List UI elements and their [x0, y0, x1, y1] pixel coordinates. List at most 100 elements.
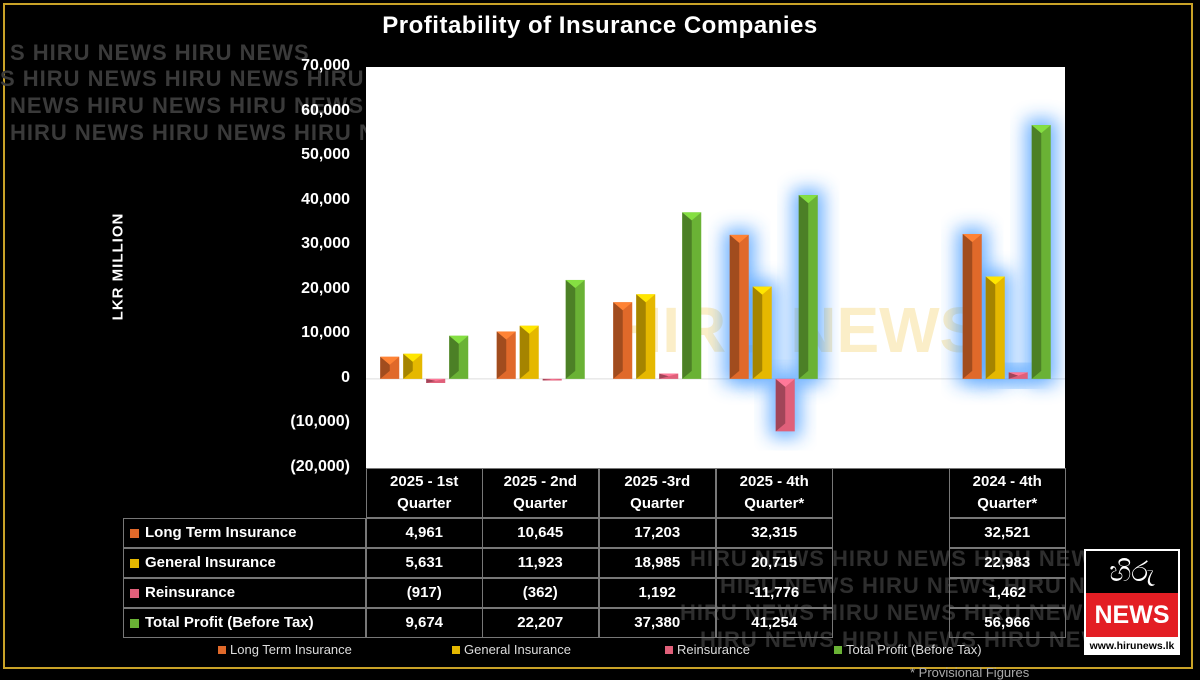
legend-label: General Insurance: [464, 642, 571, 657]
category-label-line: Quarter: [513, 495, 568, 512]
logo-sinhala-text: හිරු: [1086, 551, 1178, 593]
table-cell: 9,674: [366, 608, 483, 638]
table-cell: 5,631: [366, 548, 483, 578]
bar: [729, 234, 749, 379]
table-cell: 20,715: [716, 548, 833, 578]
legend-label: Total Profit (Before Tax): [846, 642, 982, 657]
bar: [1031, 125, 1051, 379]
series-name: Reinsurance: [145, 584, 236, 601]
bar: [775, 378, 795, 432]
y-tick-label: 70,000: [301, 57, 350, 74]
table-cell: (362): [482, 578, 599, 608]
bar: [798, 195, 818, 379]
bar: [636, 294, 656, 379]
category-header: [833, 468, 950, 518]
table-cell: 18,985: [599, 548, 716, 578]
category-label-line: Quarter*: [977, 495, 1038, 512]
bar: [985, 276, 1005, 379]
series-swatch: [130, 588, 139, 598]
legend-item: Long Term Insurance: [218, 642, 352, 657]
series-name: General Insurance: [145, 554, 276, 571]
legend-label: Long Term Insurance: [230, 642, 352, 657]
legend-swatch: [218, 645, 226, 654]
bar: [496, 331, 516, 379]
watermark-text: NEWS HIRU NEWS HIRU NEWS: [10, 93, 364, 118]
y-tick-label: 30,000: [301, 235, 350, 253]
series-name: Total Profit (Before Tax): [145, 614, 314, 631]
category-label-line: 2025 - 4th: [739, 473, 809, 490]
footnote: * Provisional Figures: [910, 665, 1030, 680]
table-cell: 1,462: [949, 578, 1066, 608]
table-row-label: General Insurance: [123, 548, 366, 578]
bar: [426, 378, 446, 383]
category-label-line: 2025 -3rd: [624, 473, 691, 490]
category-label-line: Quarter: [630, 495, 685, 512]
table-cell: 17,203: [599, 518, 716, 548]
watermark-text: HIRU NEWS HIRU NEWS HIRU N: [10, 120, 376, 145]
series-swatch: [130, 618, 139, 628]
chart-title: Profitability of Insurance Companies: [382, 12, 818, 39]
legend-swatch: [665, 645, 673, 654]
bar: [449, 335, 469, 379]
table-cell: 1,192: [599, 578, 716, 608]
bar: [542, 378, 562, 381]
table-row-label: Reinsurance: [123, 578, 366, 608]
category-header: 2025 - 4th Quarter*: [716, 468, 833, 518]
y-tick-label: 40,000: [301, 190, 350, 208]
bar: [565, 279, 585, 379]
logo-url: www.hirunews.lk: [1089, 640, 1175, 652]
y-axis-label: LKR MILLION: [109, 212, 127, 321]
watermark-text: HIRU NEWS HIRU NEWS HIRU NEWS: [700, 627, 1119, 652]
legend-swatch: [452, 645, 460, 654]
bar: [682, 212, 702, 379]
bar-chart: HIRU NEWS: [366, 119, 1065, 438]
category-header: 2025 - 2nd Quarter: [482, 468, 599, 518]
bar: [659, 373, 679, 379]
series-swatch: [130, 528, 139, 538]
bar: [962, 233, 982, 379]
legend-label: Reinsurance: [677, 642, 750, 657]
legend-item: Total Profit (Before Tax): [834, 642, 982, 657]
legend-item: Reinsurance: [665, 642, 750, 657]
table-row-label: Total Profit (Before Tax): [123, 608, 366, 638]
category-header: 2025 - 1st Quarter: [366, 468, 483, 518]
watermark-text: HIRU NEWS HIRU NEWS HIRU NEWS: [690, 546, 1109, 571]
category-header: 2025 -3rd Quarter: [599, 468, 716, 518]
bar: [1008, 372, 1028, 379]
y-tick-label: 0: [341, 368, 350, 386]
table-cell: 22,207: [482, 608, 599, 638]
table-row-label: Long Term Insurance: [123, 518, 366, 548]
y-tick-label: 20,000: [301, 279, 350, 297]
series-name: Long Term Insurance: [145, 524, 297, 541]
table-cell: 56,966: [949, 608, 1066, 638]
y-tick-label: 60,000: [301, 101, 350, 119]
bar: [403, 353, 423, 379]
table-cell: 37,380: [599, 608, 716, 638]
bar: [752, 286, 772, 379]
plot-area: [366, 67, 1065, 468]
legend-item: General Insurance: [452, 642, 571, 657]
y-tick-label: 50,000: [301, 146, 350, 164]
watermark-text: S HIRU NEWS HIRU NEWS: [10, 40, 310, 65]
legend-swatch: [834, 645, 842, 654]
category-label-line: Quarter: [397, 495, 452, 512]
table-cell: (917): [366, 578, 483, 608]
table-cell: -11,776: [716, 578, 833, 608]
hiru-news-logo: හිරු NEWS www.hirunews.lk: [1084, 549, 1180, 655]
bar: [380, 356, 400, 379]
bar: [613, 302, 633, 379]
table-cell: 32,315: [716, 518, 833, 548]
series-swatch: [130, 558, 139, 568]
category-label-line: Quarter*: [744, 495, 805, 512]
category-label-line: 2024 - 4th: [972, 473, 1042, 490]
y-tick-label: (10,000): [290, 413, 350, 431]
logo-brand: NEWS: [1086, 593, 1178, 637]
table-cell: 32,521: [949, 518, 1066, 548]
bar: [519, 325, 539, 379]
table-cell: 4,961: [366, 518, 483, 548]
watermark-text: HIRU NEWS HIRU NEWS HIRU NEWS: [680, 600, 1099, 625]
category-header: 2024 - 4th Quarter*: [949, 468, 1066, 518]
y-tick-label: 10,000: [301, 324, 350, 342]
table-cell: 41,254: [716, 608, 833, 638]
category-label-line: 2025 - 1st: [390, 473, 459, 490]
